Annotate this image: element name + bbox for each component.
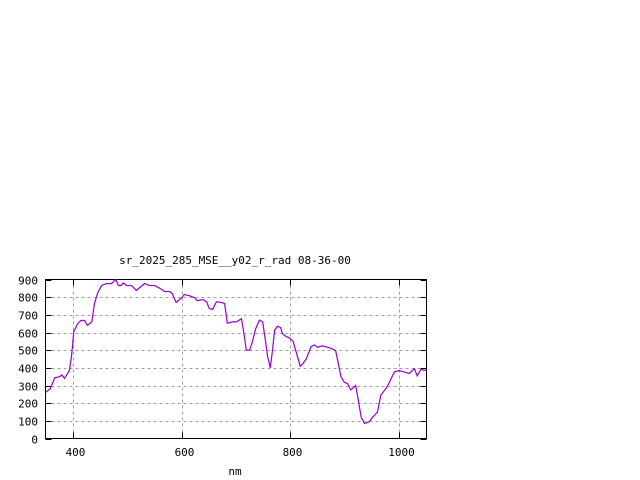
y-tick-label: 400 bbox=[18, 363, 38, 376]
y-tick-label: 600 bbox=[18, 328, 38, 341]
y-tick-label: 700 bbox=[18, 310, 38, 323]
x-tick-label: 600 bbox=[175, 446, 195, 459]
x-tick-label: 400 bbox=[66, 446, 86, 459]
chart-title: sr_2025_285_MSE__y02_r_rad 08-36-00 bbox=[119, 254, 351, 267]
plot-border bbox=[45, 279, 427, 439]
series-line bbox=[45, 278, 427, 425]
x-tick-label: 1000 bbox=[388, 446, 415, 459]
x-tick-label: 800 bbox=[283, 446, 303, 459]
x-axis-label: nm bbox=[228, 465, 242, 478]
axis-ticks: 0 100 200 300 400 500 600 700 800 900 400 600 800 100… bbox=[18, 275, 427, 459]
y-tick-label: 200 bbox=[18, 398, 38, 411]
y-tick-label: 500 bbox=[18, 345, 38, 358]
y-tick-label: 100 bbox=[18, 416, 38, 429]
y-tick-label: 300 bbox=[18, 381, 38, 394]
grid bbox=[45, 279, 427, 439]
y-tick-label: 0 bbox=[31, 434, 38, 447]
y-tick-label: 900 bbox=[18, 275, 38, 288]
y-tick-label: 800 bbox=[18, 292, 38, 305]
